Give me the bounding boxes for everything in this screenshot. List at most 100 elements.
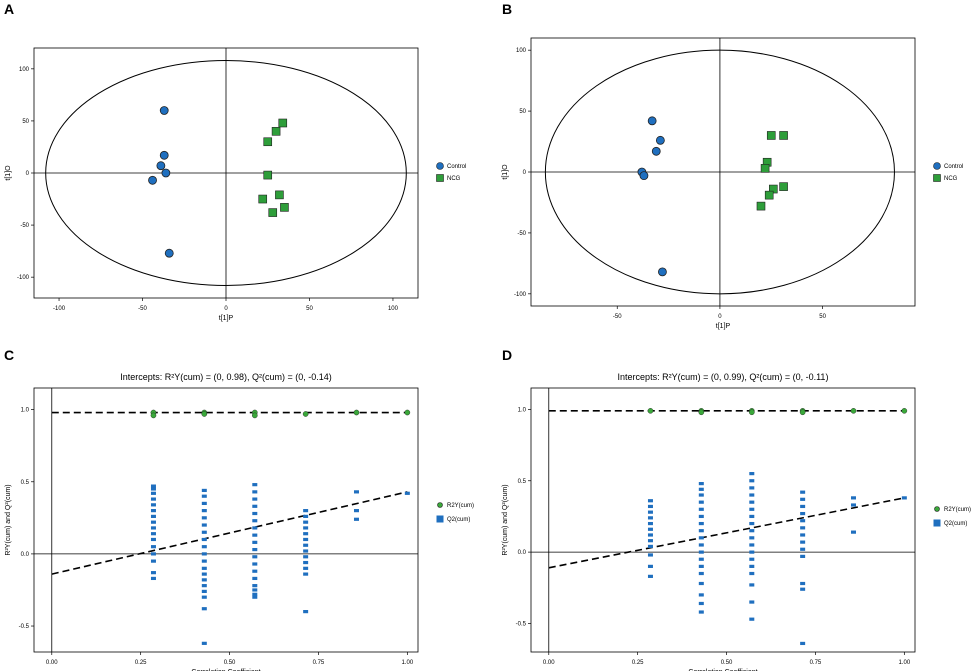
- data-point-q2-cum-: [201, 572, 207, 576]
- data-point-q2-cum-: [150, 537, 156, 542]
- data-point-q2-cum-: [800, 554, 806, 558]
- data-point-q2-cum-: [749, 529, 755, 533]
- x-tick-label: 0.25: [135, 660, 147, 666]
- data-point-q2-cum-: [252, 562, 258, 566]
- data-point-q2-cum-: [698, 610, 704, 614]
- y-tick-label: -50: [20, 223, 29, 229]
- y-tick-label: 50: [519, 109, 526, 115]
- data-point-q2-cum-: [303, 537, 309, 542]
- data-point-q2-cum-: [800, 526, 806, 530]
- data-point-q2-cum-: [698, 487, 704, 491]
- data-point-q2-cum-: [201, 552, 207, 556]
- data-point-q2-cum-: [150, 545, 156, 549]
- data-point-q2-cum-: [749, 472, 755, 476]
- data-point-q2-cum-: [252, 555, 258, 559]
- data-point-control: [651, 146, 661, 156]
- data-point-q2-cum-: [201, 494, 207, 498]
- data-point-q2-cum-: [201, 566, 207, 570]
- panel-b: B -50 0 50 -100 -50 0 50 100 t[1]P t[1]O Control NCG: [502, 1, 963, 330]
- data-point-q2-cum-: [150, 532, 156, 536]
- data-point-q2-cum-: [749, 500, 755, 504]
- data-point-q2-cum-: [698, 550, 704, 554]
- data-point-q2-cum-: [303, 549, 309, 553]
- data-point-q2-cum-: [150, 526, 156, 530]
- data-point-q2-cum-: [901, 496, 907, 500]
- chart-title: Intercepts: R²Y(cum) = (0, 0.99), Q²(cum…: [618, 372, 829, 382]
- data-point-control: [156, 161, 166, 171]
- data-point-q2-cum-: [201, 488, 207, 493]
- x-tick-label: -100: [53, 306, 66, 312]
- y-tick-label: 1.0: [21, 408, 30, 414]
- data-point-q2-cum-: [800, 511, 806, 516]
- data-point-q2-cum-: [150, 503, 156, 507]
- data-point-q2-cum-: [647, 527, 653, 531]
- legend-label: Control: [944, 164, 963, 170]
- data-point-q2-cum-: [749, 583, 755, 587]
- data-point-q2-cum-: [303, 560, 309, 565]
- data-point-q2-cum-: [749, 550, 755, 554]
- regression-line: [51, 491, 408, 575]
- data-point-ncg: [779, 182, 788, 191]
- data-point-q2-cum-: [647, 504, 653, 509]
- x-tick-label: 0.75: [313, 660, 325, 666]
- data-point-q2-cum-: [698, 564, 704, 568]
- data-point-q2-cum-: [252, 533, 258, 537]
- data-point-q2-cum-: [252, 504, 258, 508]
- data-point-q2-cum-: [698, 500, 704, 504]
- data-point-r2y-cum-: [404, 409, 411, 416]
- y-axis-title: R²Y(cum) and Q²(cum): [5, 484, 12, 555]
- data-point-q2-cum-: [749, 564, 755, 568]
- data-point-q2-cum-: [303, 566, 309, 570]
- legend-label: NCG: [944, 176, 958, 182]
- data-point-q2-cum-: [252, 588, 258, 592]
- x-tick-label: 0: [718, 314, 722, 320]
- y-axis-title: R²Y(cum) and Q²(cum): [502, 484, 509, 555]
- data-point-r2y-cum-: [901, 408, 908, 414]
- data-point-q2-cum-: [647, 499, 653, 503]
- data-point-ncg: [275, 190, 284, 200]
- data-point-q2-cum-: [201, 530, 207, 534]
- data-point-q2-cum-: [698, 536, 704, 540]
- plot-frame: [33, 387, 419, 653]
- x-tick-label: -50: [613, 314, 622, 320]
- data-point-control: [639, 171, 649, 181]
- data-point-ncg: [271, 127, 281, 136]
- data-point-q2-cum-: [749, 571, 755, 576]
- data-point-q2-cum-: [698, 557, 704, 561]
- confidence-ellipse: [544, 49, 895, 295]
- panel-letter: C: [4, 347, 14, 363]
- data-point-q2-cum-: [353, 490, 359, 494]
- legend-label: NCG: [447, 176, 461, 182]
- legend-marker: [437, 502, 443, 508]
- data-point-q2-cum-: [647, 516, 653, 520]
- data-point-q2-cum-: [150, 559, 156, 563]
- data-point-q2-cum-: [150, 497, 156, 501]
- data-point-r2y-cum-: [698, 409, 705, 416]
- x-tick-label: 1.00: [898, 660, 910, 666]
- data-point-q2-cum-: [800, 540, 806, 544]
- data-point-q2-cum-: [201, 595, 207, 599]
- y-tick-label: 0.0: [21, 552, 30, 558]
- x-tick-label: 0: [224, 306, 228, 312]
- data-point-q2-cum-: [303, 514, 309, 518]
- data-point-q2-cum-: [201, 559, 207, 563]
- legend-marker: [934, 506, 940, 512]
- data-point-q2-cum-: [800, 519, 806, 523]
- data-point-q2-cum-: [150, 576, 156, 581]
- legend-label: Control: [447, 164, 466, 170]
- data-point-q2-cum-: [201, 545, 207, 549]
- data-point-r2y-cum-: [302, 411, 309, 417]
- data-point-q2-cum-: [850, 503, 856, 507]
- regression-line: [548, 497, 905, 569]
- data-point-q2-cum-: [647, 521, 653, 526]
- data-point-q2-cum-: [201, 641, 207, 645]
- y-tick-label: 0.5: [518, 479, 527, 485]
- data-point-q2-cum-: [749, 536, 755, 540]
- data-point-q2-cum-: [749, 600, 755, 604]
- x-tick-label: 0.25: [632, 660, 644, 666]
- data-point-q2-cum-: [252, 584, 258, 588]
- data-point-q2-cum-: [252, 511, 258, 516]
- data-point-q2-cum-: [252, 519, 258, 523]
- data-point-q2-cum-: [647, 544, 653, 548]
- data-point-q2-cum-: [353, 517, 359, 521]
